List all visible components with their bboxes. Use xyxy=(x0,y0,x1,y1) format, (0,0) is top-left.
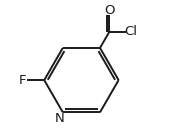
Text: F: F xyxy=(19,74,26,87)
Text: N: N xyxy=(55,112,65,125)
Text: Cl: Cl xyxy=(124,25,137,38)
Text: O: O xyxy=(104,4,115,17)
